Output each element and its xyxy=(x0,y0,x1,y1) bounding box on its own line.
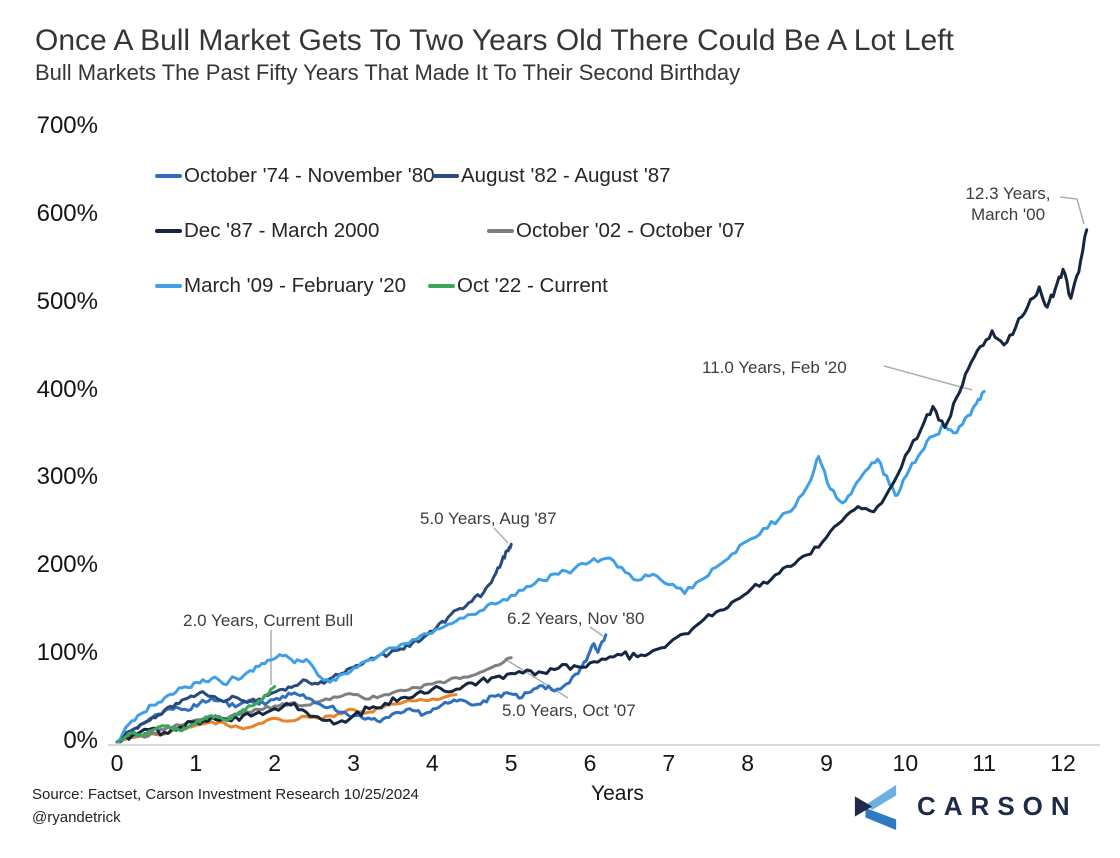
y-tick-100: 100% xyxy=(36,639,98,667)
x-tick-12: 12 xyxy=(1050,750,1076,776)
legend-item-2: Dec '87 - March 2000 xyxy=(155,218,379,244)
legend-swatch-3 xyxy=(487,229,514,233)
annotation-1: 11.0 Years, Feb '20 xyxy=(702,358,847,377)
annotation-5: 5.0 Years, Oct '07 xyxy=(502,701,636,720)
x-tick-5: 5 xyxy=(504,750,518,776)
y-tick-700: 700% xyxy=(36,112,98,139)
annotation-leader-5 xyxy=(504,658,569,699)
annotation-3: 6.2 Years, Nov '80 xyxy=(507,609,645,628)
legend-label-2: Dec '87 - March 2000 xyxy=(184,219,380,242)
x-tick-4: 4 xyxy=(425,750,439,776)
source-note: Source: Factset, Carson Investment Resea… xyxy=(32,786,419,803)
y-tick-500: 500% xyxy=(36,287,98,315)
author-handle: @ryandetrick xyxy=(32,809,121,826)
legend-item-4: March '09 - February '20 xyxy=(155,273,406,299)
annotation-leader-2 xyxy=(493,527,509,544)
carson-logo-mark xyxy=(854,784,897,830)
annotation-4: 2.0 Years, Current Bull xyxy=(183,611,354,630)
logo-triangle xyxy=(854,796,873,817)
y-tick-200: 200% xyxy=(36,551,98,579)
annotation-leader-3 xyxy=(589,626,604,637)
x-tick-6: 6 xyxy=(583,750,597,776)
logo-bottom-chevron xyxy=(865,807,897,830)
y-tick-0: 0% xyxy=(63,727,98,754)
chart-subtitle: Bull Markets The Past Fifty Years That M… xyxy=(35,60,741,85)
legend-label-3: October '02 - October '07 xyxy=(516,219,745,242)
logo-top-chevron xyxy=(865,784,897,810)
legend-swatch-1 xyxy=(432,174,459,178)
series-line-4 xyxy=(115,389,986,744)
chart-title: Once A Bull Market Gets To Two Years Old… xyxy=(35,24,954,57)
legend-label-4: March '09 - February '20 xyxy=(184,274,407,297)
series-line-0 xyxy=(115,633,608,744)
series-line-6 xyxy=(115,693,458,744)
x-tick-8: 8 xyxy=(741,750,755,776)
x-tick-1: 1 xyxy=(189,750,203,776)
annotation-leader-1 xyxy=(883,365,973,391)
x-tick-11: 11 xyxy=(972,750,997,776)
legend-swatch-0 xyxy=(155,174,182,178)
y-tick-400: 400% xyxy=(36,375,98,403)
series-line-1 xyxy=(115,542,513,744)
y-tick-300: 300% xyxy=(36,463,98,491)
annotation-leader-0 xyxy=(1059,196,1085,225)
legend-label-5: Oct '22 - Current xyxy=(457,274,608,297)
annotation-0: 12.3 Years, March '00 xyxy=(965,184,1051,224)
legend-item-1: August '82 - August '87 xyxy=(432,163,671,189)
series-line-5 xyxy=(115,685,277,744)
annotation-2: 5.0 Years, Aug '87 xyxy=(420,509,557,528)
x-tick-0: 0 xyxy=(110,750,124,776)
series-line-2 xyxy=(115,228,1089,744)
legend-label-1: August '82 - August '87 xyxy=(461,164,671,187)
y-tick-600: 600% xyxy=(36,199,98,227)
legend-item-5: Oct '22 - Current xyxy=(428,273,608,299)
legend-swatch-4 xyxy=(155,284,182,288)
carson-logo-wordmark: CARSON xyxy=(917,790,1078,821)
legend-swatch-2 xyxy=(155,229,182,233)
x-tick-7: 7 xyxy=(662,750,676,776)
legend-label-0: October '74 - November '80 xyxy=(184,164,435,187)
x-tick-10: 10 xyxy=(892,750,919,776)
x-axis-title: Years xyxy=(591,782,644,805)
carson-logo: CARSON xyxy=(853,782,1078,830)
x-tick-9: 9 xyxy=(820,750,833,776)
legend-swatch-5 xyxy=(428,284,455,288)
x-tick-3: 3 xyxy=(347,750,360,776)
legend-item-3: October '02 - October '07 xyxy=(487,218,745,244)
legend-item-0: October '74 - November '80 xyxy=(155,163,435,189)
x-tick-2: 2 xyxy=(268,750,282,776)
